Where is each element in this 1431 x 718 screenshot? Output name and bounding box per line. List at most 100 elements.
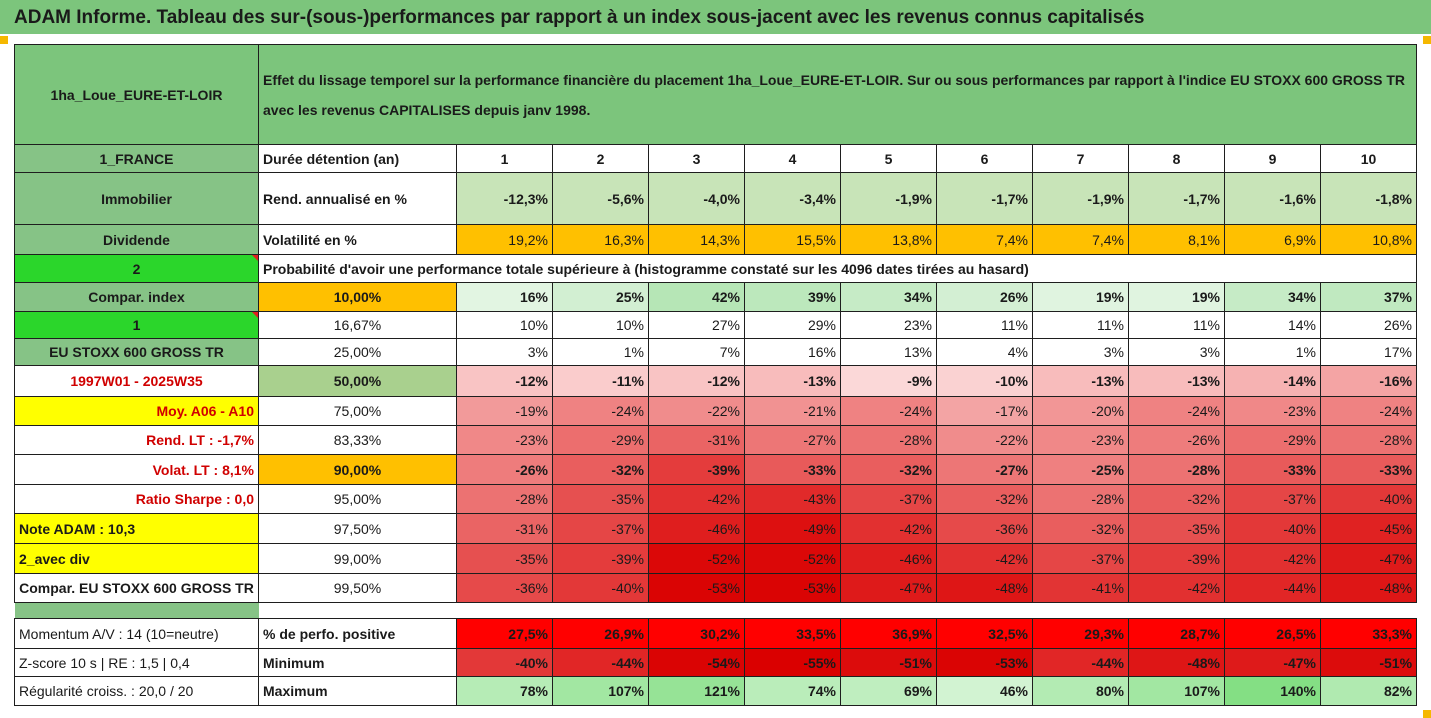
positive-performance-value: 32,5% <box>936 618 1033 649</box>
table-body: 1ha_Loue_EURE-ET-LOIR Effet du lissage t… <box>14 44 1418 706</box>
quantile-value: 1% <box>552 338 649 366</box>
quantile-value: 29% <box>744 311 841 339</box>
minimum-value: -53% <box>936 648 1033 677</box>
minimum-value: -48% <box>1128 648 1225 677</box>
quantile-value: -32% <box>1128 484 1225 514</box>
country-label: 1_FRANCE <box>14 144 259 173</box>
quantile-value: -35% <box>1128 513 1225 544</box>
quantile-value: -32% <box>840 454 937 485</box>
annualized-return-value: -5,6% <box>552 172 649 225</box>
maximum-value: 107% <box>1128 676 1225 706</box>
quantile-value: 26% <box>936 282 1033 312</box>
quantile-value: -52% <box>744 543 841 574</box>
quantile-value: -23% <box>1224 396 1321 426</box>
corner-marker-left <box>0 36 8 44</box>
minimum-row: Z-score 10 s | RE : 1,5 | 0,4 Minimum -40%… <box>14 648 1418 677</box>
quantile-value: -28% <box>1319 425 1418 455</box>
quantile-value: 3% <box>1032 338 1129 366</box>
maximum-value: 121% <box>648 676 745 706</box>
dividend-variant-label: 2_avec div <box>14 543 259 574</box>
quantile-value: -53% <box>648 573 745 603</box>
volatility-value: 7,4% <box>936 224 1033 255</box>
quantile-row: EU STOXX 600 GROSS TR 25,00% 3% 1% 7% 16% 13% 4… <box>14 338 1418 366</box>
year-header: 4 <box>744 144 841 173</box>
quantile-value: 19% <box>1032 282 1129 312</box>
long-term-return-label: Rend. LT : -1,7% <box>14 425 259 455</box>
index-name-label: EU STOXX 600 GROSS TR <box>14 338 259 366</box>
quantile-value: -12% <box>456 365 553 397</box>
minimum-value: -40% <box>456 648 553 677</box>
year-header: 2 <box>552 144 649 173</box>
quantile-value: 10% <box>552 311 649 339</box>
maximum-value: 140% <box>1224 676 1321 706</box>
quantile-value: -39% <box>552 543 649 574</box>
quantile-value: -28% <box>456 484 553 514</box>
quantile-label: 25,00% <box>258 338 457 366</box>
maximum-row: Régularité croiss. : 20,0 / 20 Maximum 78%… <box>14 676 1418 706</box>
regularity-label: Régularité croiss. : 20,0 / 20 <box>14 676 259 706</box>
quantile-value: 17% <box>1319 338 1418 366</box>
quantile-value: 14% <box>1224 311 1321 339</box>
year-header: 1 <box>456 144 553 173</box>
quantile-value: 4% <box>936 338 1033 366</box>
probability-heading-row: 2 Probabilité d'avoir une performance tot… <box>14 254 1418 283</box>
annualized-return-value: -1,8% <box>1319 172 1418 225</box>
quantile-value: -21% <box>744 396 841 426</box>
quantile-value: -36% <box>936 513 1033 544</box>
spacer-cell <box>649 603 745 619</box>
volatility-value: 7,4% <box>1032 224 1129 255</box>
spacer-cell <box>259 603 457 619</box>
quantile-value: -9% <box>840 365 937 397</box>
quantile-value: -29% <box>552 425 649 455</box>
quantile-value: 11% <box>1128 311 1225 339</box>
volatility-value: 6,9% <box>1224 224 1321 255</box>
quantile-value: -23% <box>1032 425 1129 455</box>
zscore-label: Z-score 10 s | RE : 1,5 | 0,4 <box>14 648 259 677</box>
year-header: 3 <box>648 144 745 173</box>
quantile-value: -24% <box>552 396 649 426</box>
section-two-label: 2 <box>14 254 259 283</box>
quantile-value: -53% <box>744 573 841 603</box>
spacer-cell <box>457 603 553 619</box>
quantile-value: -42% <box>1128 573 1225 603</box>
corner-marker-bottom-right <box>1423 710 1431 718</box>
spacer-row <box>14 602 1417 619</box>
long-term-volatility-label: Volat. LT : 8,1% <box>14 454 259 485</box>
quantile-value: -43% <box>744 484 841 514</box>
spacer-cell <box>937 603 1033 619</box>
annualized-return-value: -1,6% <box>1224 172 1321 225</box>
annualized-return-value: -4,0% <box>648 172 745 225</box>
quantile-row: 1997W01 - 2025W35 50,00% -12% -11% -12% -13% -… <box>14 365 1418 397</box>
quantile-value: -28% <box>1032 484 1129 514</box>
comparison-full-label: Compar. EU STOXX 600 GROSS TR <box>14 573 259 603</box>
spacer-cell <box>841 603 937 619</box>
quantile-value: 1% <box>1224 338 1321 366</box>
quantile-value: 37% <box>1319 282 1418 312</box>
quantile-value: -42% <box>840 513 937 544</box>
quantile-value: -24% <box>1319 396 1418 426</box>
quantile-value: -39% <box>648 454 745 485</box>
year-header: 10 <box>1319 144 1418 173</box>
income-label: Dividende <box>14 224 259 255</box>
maximum-value: 78% <box>456 676 553 706</box>
compar-index-label: Compar. index <box>14 282 259 312</box>
quantile-value: -32% <box>552 454 649 485</box>
quantile-value: -16% <box>1319 365 1418 397</box>
quantile-value: -45% <box>1319 513 1418 544</box>
quantile-value: -39% <box>1128 543 1225 574</box>
annualized-return-value: -12,3% <box>456 172 553 225</box>
quantile-value: -28% <box>840 425 937 455</box>
quantile-value: -47% <box>1319 543 1418 574</box>
volatility-value: 13,8% <box>840 224 937 255</box>
quantile-value: -42% <box>936 543 1033 574</box>
quantile-value: -25% <box>1032 454 1129 485</box>
quantile-value: -13% <box>1032 365 1129 397</box>
quantile-row: Moy. A06 - A10 75,00% -19% -24% -22% -21% -24%… <box>14 396 1418 426</box>
quantile-value: 3% <box>1128 338 1225 366</box>
quantile-value: -20% <box>1032 396 1129 426</box>
year-header: 6 <box>936 144 1033 173</box>
maximum-value: 69% <box>840 676 937 706</box>
quantile-label: 16,67% <box>258 311 457 339</box>
year-header: 7 <box>1032 144 1129 173</box>
quantile-value: -27% <box>936 454 1033 485</box>
